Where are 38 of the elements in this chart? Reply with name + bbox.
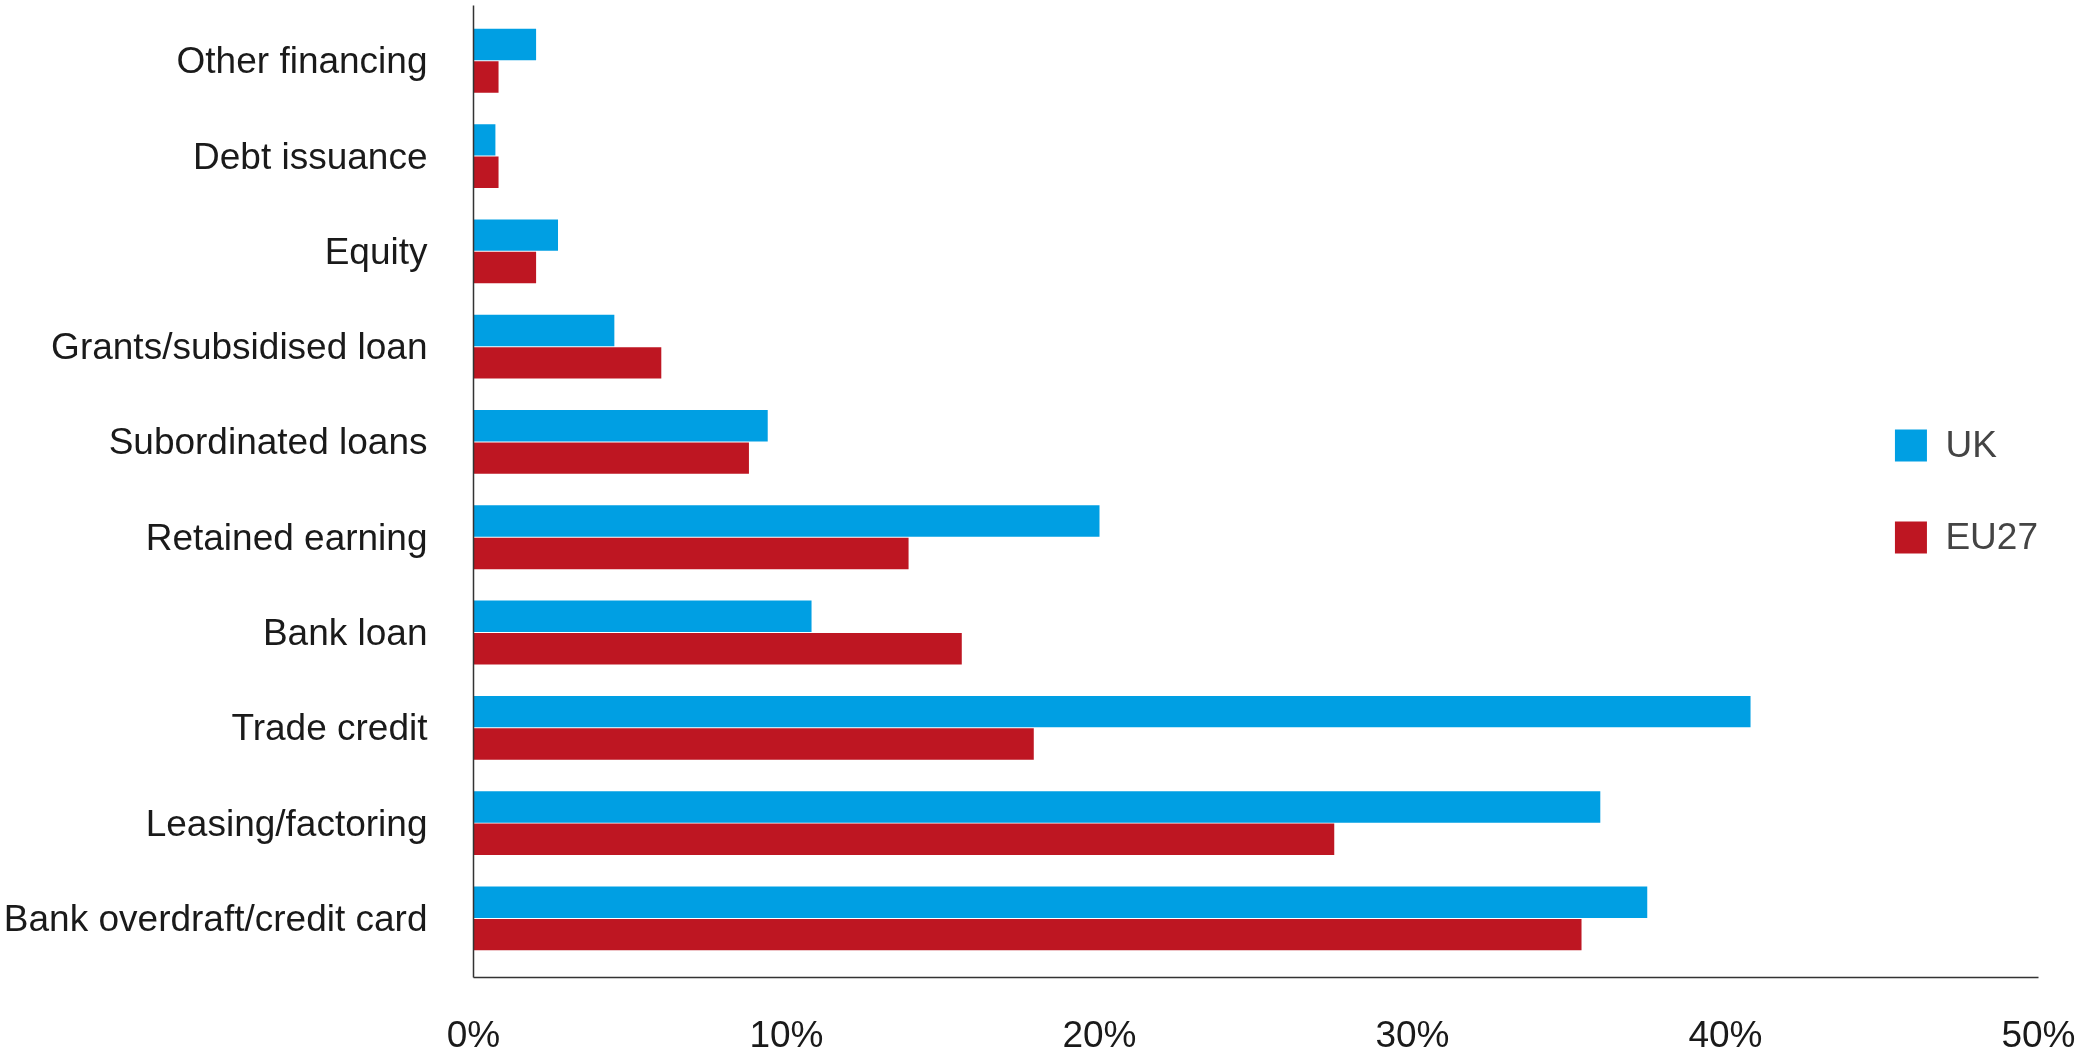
x-tick-label: 50% bbox=[2001, 1013, 2076, 1055]
bar bbox=[473, 124, 496, 156]
bar bbox=[473, 28, 537, 61]
x-tick-label: 20% bbox=[1062, 1013, 1137, 1055]
bar bbox=[473, 791, 1601, 823]
y-tick-label: Bank loan bbox=[262, 612, 428, 654]
bar bbox=[473, 442, 749, 474]
legend-label: EU27 bbox=[1945, 516, 2038, 558]
bar bbox=[473, 695, 1751, 728]
y-tick-label: Equity bbox=[324, 230, 428, 272]
bar bbox=[473, 156, 499, 188]
bar bbox=[473, 505, 1100, 537]
y-tick-label: Retained earning bbox=[145, 516, 428, 558]
x-tick-label: 10% bbox=[749, 1013, 824, 1055]
bar bbox=[473, 347, 662, 379]
x-tick-label: 40% bbox=[1688, 1013, 1763, 1055]
bar bbox=[473, 728, 1034, 760]
y-tick-label: Leasing/factoring bbox=[145, 802, 428, 844]
bar bbox=[473, 600, 812, 633]
y-tick-label: Bank overdraft/credit card bbox=[3, 897, 428, 939]
bar bbox=[473, 410, 768, 442]
bar bbox=[473, 537, 909, 570]
y-tick-label: Other financing bbox=[176, 40, 428, 82]
y-tick-label: Subordinated loans bbox=[108, 421, 428, 463]
y-tick-label: Grants/subsidised loan bbox=[51, 326, 428, 368]
bar bbox=[473, 823, 1335, 856]
bar bbox=[473, 61, 499, 93]
bar bbox=[473, 219, 559, 251]
bar bbox=[473, 251, 537, 284]
bar bbox=[473, 633, 962, 665]
x-tick-label: 0% bbox=[446, 1013, 501, 1055]
legend-label: UK bbox=[1945, 424, 1997, 466]
bar bbox=[473, 886, 1648, 918]
bar bbox=[473, 314, 615, 347]
y-tick-label: Trade credit bbox=[231, 707, 429, 749]
bar bbox=[473, 918, 1582, 951]
y-tick-label: Debt issuance bbox=[193, 135, 428, 177]
x-tick-label: 30% bbox=[1375, 1013, 1450, 1055]
